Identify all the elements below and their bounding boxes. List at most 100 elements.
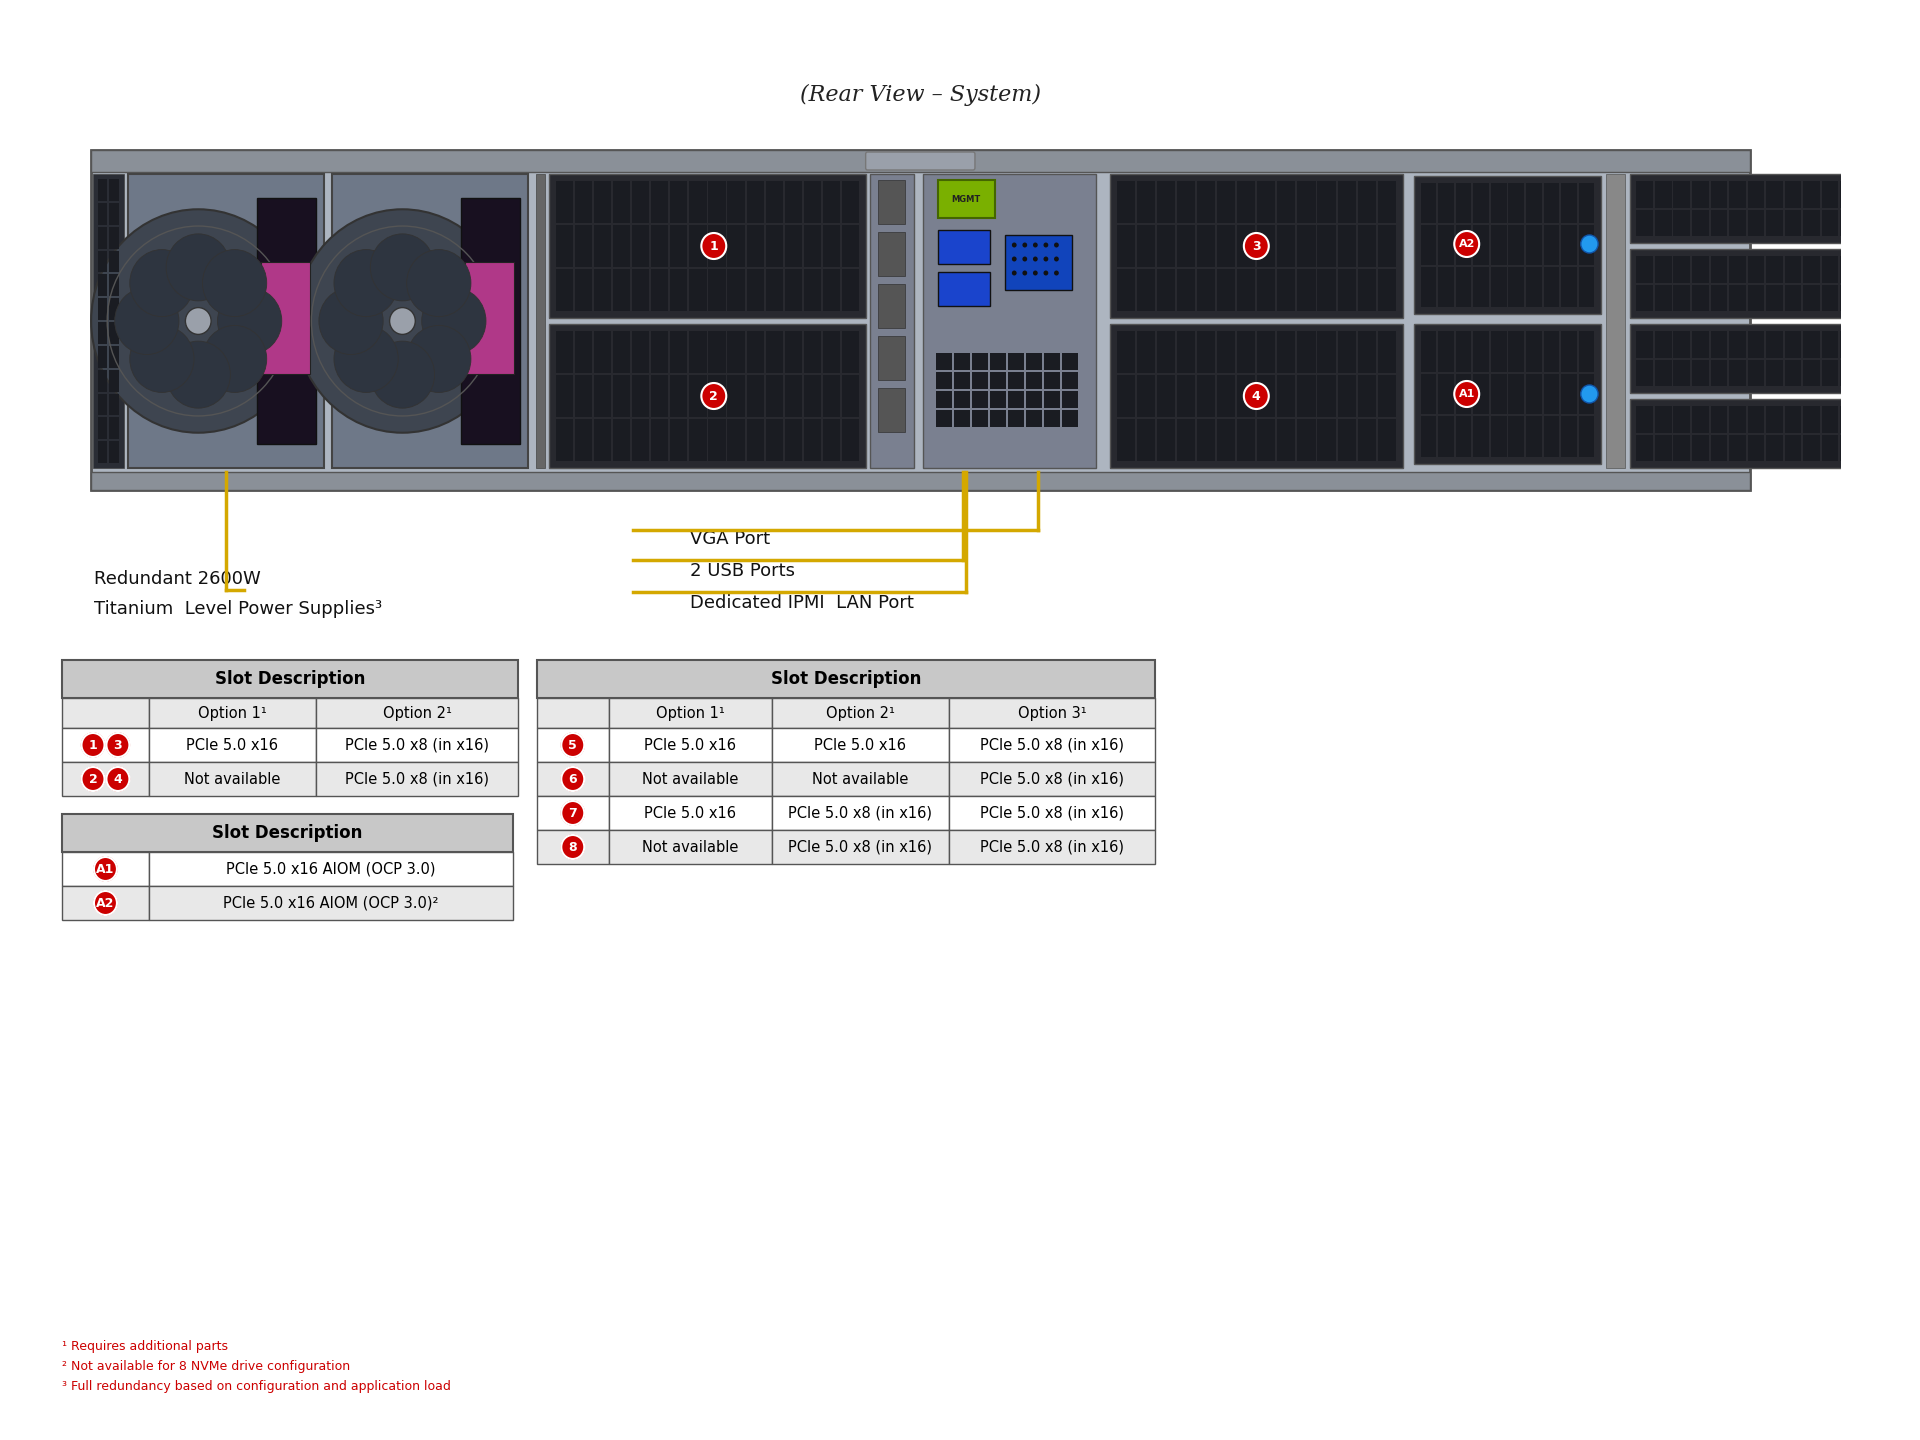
Bar (972, 372, 989, 389)
Bar (612, 269, 630, 311)
Bar (1803, 209, 1820, 236)
Bar (772, 829, 948, 864)
Bar (1117, 225, 1135, 266)
Bar (538, 796, 609, 829)
Bar (1413, 324, 1601, 464)
Bar (766, 225, 783, 266)
Circle shape (371, 341, 434, 408)
Bar (824, 181, 839, 223)
Circle shape (167, 341, 230, 408)
Bar (1636, 209, 1653, 236)
Bar (1578, 183, 1594, 223)
Bar (1379, 374, 1396, 418)
Bar (1473, 331, 1490, 372)
Circle shape (1054, 242, 1058, 248)
Bar (1177, 331, 1194, 373)
Bar (109, 203, 119, 225)
Bar (1544, 373, 1559, 415)
Bar (98, 275, 108, 297)
Circle shape (186, 308, 211, 334)
Bar (1822, 256, 1837, 282)
Bar (1859, 256, 1876, 282)
Bar (1711, 256, 1728, 282)
Text: PCIe 5.0 x16: PCIe 5.0 x16 (645, 737, 735, 753)
Bar (1338, 225, 1356, 266)
Bar (1561, 225, 1576, 265)
Bar (576, 374, 591, 418)
Circle shape (561, 801, 584, 825)
Bar (804, 331, 822, 373)
Bar (61, 814, 513, 852)
Bar (1379, 331, 1396, 373)
Text: 4: 4 (113, 772, 123, 785)
Bar (772, 762, 948, 796)
Bar (747, 269, 764, 311)
Bar (1747, 285, 1764, 311)
Text: 3: 3 (1252, 239, 1261, 252)
Bar (954, 353, 970, 370)
Text: A2: A2 (1459, 239, 1475, 249)
Bar (1786, 435, 1801, 461)
Bar (1914, 181, 1920, 207)
Bar (1008, 372, 1023, 389)
Bar (109, 323, 119, 344)
Bar (1217, 225, 1235, 266)
Bar (317, 762, 518, 796)
Bar (609, 829, 772, 864)
Bar (109, 275, 119, 297)
Bar (1578, 266, 1594, 307)
Text: Not available: Not available (184, 772, 280, 786)
Bar (1509, 416, 1524, 456)
Bar (1803, 435, 1820, 461)
Bar (1630, 324, 1920, 393)
Bar (1438, 225, 1453, 265)
Bar (109, 418, 119, 439)
Bar (924, 174, 1096, 468)
Bar (1730, 360, 1745, 386)
Bar (576, 181, 591, 223)
Bar (61, 852, 148, 886)
Bar (877, 284, 904, 328)
Bar (935, 410, 952, 428)
Bar (1839, 406, 1857, 432)
Text: PCIe 5.0 x16: PCIe 5.0 x16 (814, 737, 906, 753)
Bar (824, 419, 839, 461)
Bar (670, 374, 687, 418)
Text: PCIe 5.0 x8 (in x16): PCIe 5.0 x8 (in x16) (346, 772, 490, 786)
Bar (841, 269, 858, 311)
Bar (1357, 374, 1377, 418)
Bar (557, 374, 574, 418)
Bar (1747, 209, 1764, 236)
Bar (1914, 209, 1920, 236)
Bar (972, 353, 989, 370)
Bar (1803, 256, 1820, 282)
Bar (593, 374, 611, 418)
Bar (1044, 353, 1060, 370)
Bar (1492, 331, 1507, 372)
Bar (1655, 209, 1672, 236)
Bar (1692, 406, 1709, 432)
Bar (1158, 181, 1175, 223)
Bar (1317, 419, 1336, 461)
Text: Option 2¹: Option 2¹ (382, 706, 451, 720)
Bar (1455, 331, 1471, 372)
Bar (747, 419, 764, 461)
Circle shape (422, 288, 486, 354)
Bar (1196, 419, 1215, 461)
Bar (1692, 209, 1709, 236)
Bar (1277, 419, 1296, 461)
Bar (1338, 374, 1356, 418)
Bar (1526, 183, 1542, 223)
Circle shape (202, 325, 267, 393)
Bar (785, 269, 803, 311)
Circle shape (1580, 384, 1597, 403)
Bar (1895, 360, 1912, 386)
Bar (1025, 410, 1043, 428)
Bar (538, 729, 609, 762)
Bar (651, 181, 668, 223)
Bar (1137, 181, 1156, 223)
Bar (1158, 225, 1175, 266)
Text: 1: 1 (88, 739, 98, 752)
Bar (1526, 416, 1542, 456)
Bar (1914, 435, 1920, 461)
